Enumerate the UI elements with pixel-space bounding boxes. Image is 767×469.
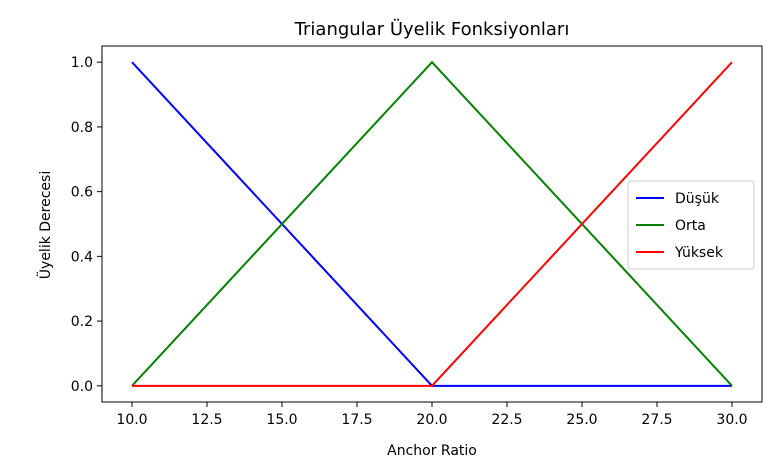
x-tick-label: 27.5 xyxy=(641,412,672,428)
y-tick-label: 0.8 xyxy=(71,120,93,136)
y-axis-label: Üyelik Derecesi xyxy=(36,171,54,279)
x-tick-label: 10.0 xyxy=(116,412,147,428)
legend: Düşük Orta Yüksek xyxy=(628,181,754,269)
y-tick-label: 0.2 xyxy=(71,314,93,330)
x-tick-label: 20.0 xyxy=(416,412,447,428)
x-tick-label: 30.0 xyxy=(716,412,747,428)
x-tick-label: 25.0 xyxy=(566,412,597,428)
legend-entry-label: Düşük xyxy=(675,191,720,207)
x-tick-label: 17.5 xyxy=(341,412,372,428)
y-tick-label: 0.4 xyxy=(71,249,93,265)
x-axis-label: Anchor Ratio xyxy=(387,443,477,459)
chart-title: Triangular Üyelik Fonksiyonları xyxy=(294,18,570,40)
y-tick-label: 0.0 xyxy=(71,379,93,395)
legend-entry-label: Yüksek xyxy=(674,245,724,261)
x-tick-label: 12.5 xyxy=(191,412,222,428)
legend-entry-label: Orta xyxy=(675,218,706,234)
x-tick-label: 22.5 xyxy=(491,412,522,428)
x-tick-label: 15.0 xyxy=(266,412,297,428)
y-tick-label: 1.0 xyxy=(71,55,93,71)
y-tick-label: 0.6 xyxy=(71,185,93,201)
